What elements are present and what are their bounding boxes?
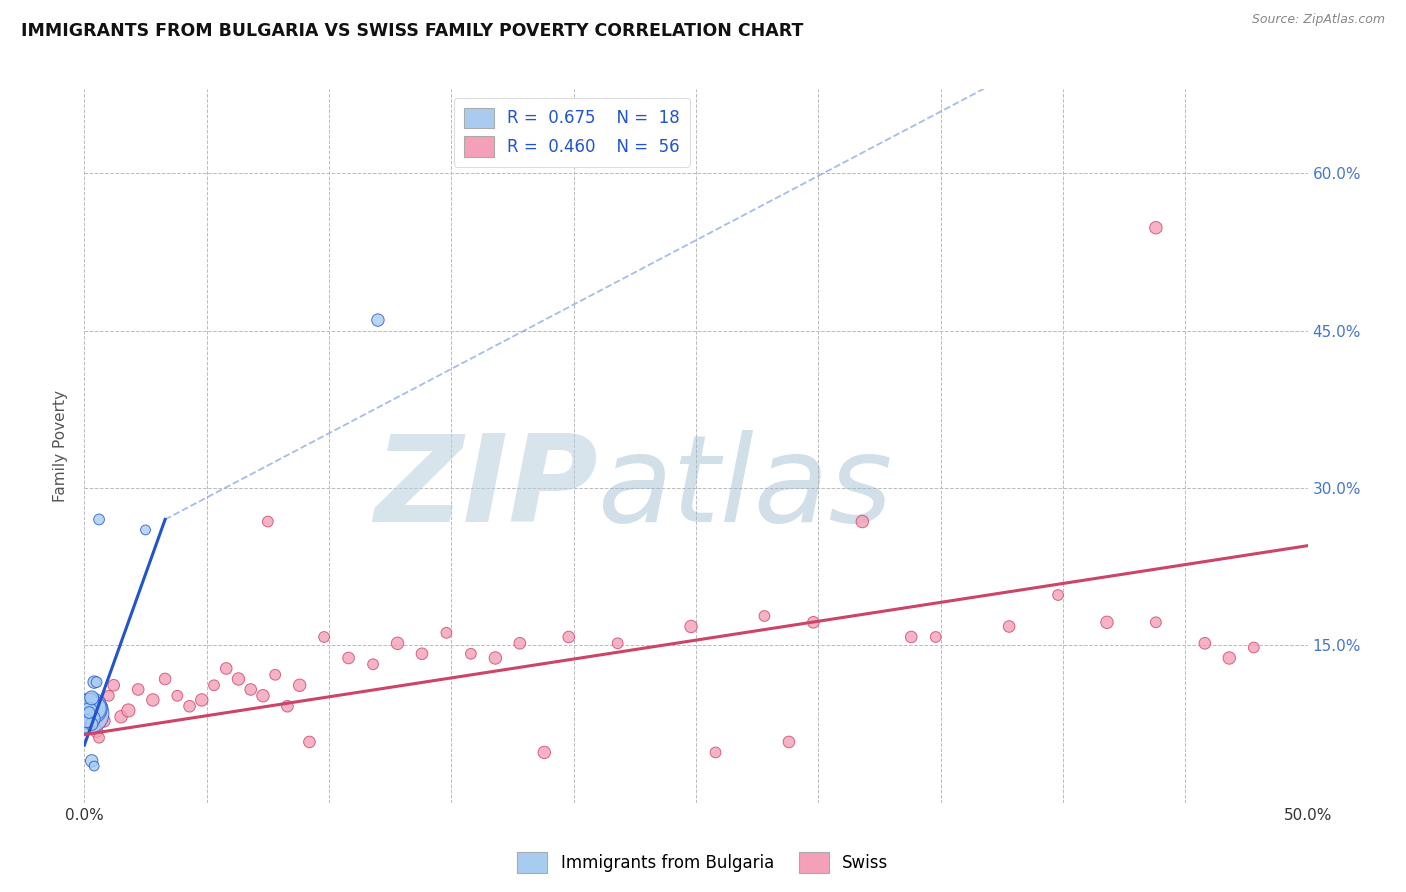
Point (900, 630, 922, 644)
Point (86, 724, 108, 739)
Point (202, 678, 225, 692)
Text: Source: ZipAtlas.com: Source: ZipAtlas.com (1251, 13, 1385, 27)
Point (228, 672, 250, 686)
Point (77, 696, 100, 710)
Point (1047, 588, 1070, 602)
Point (215, 661, 238, 675)
Point (80, 717, 103, 731)
Point (76, 710, 98, 724)
Point (87, 512, 110, 526)
Point (135, 523, 157, 537)
Point (337, 651, 360, 665)
Text: ZIP: ZIP (374, 430, 598, 548)
Point (97, 689, 120, 703)
Point (87, 731, 110, 745)
Point (998, 619, 1021, 633)
Point (411, 647, 433, 661)
Point (83, 675, 105, 690)
Point (80, 712, 103, 726)
Point (76, 714, 98, 728)
Point (367, 313, 389, 327)
Point (276, 699, 298, 714)
Point (925, 630, 948, 644)
Point (77, 706, 100, 720)
Point (851, 515, 873, 529)
Point (110, 710, 132, 724)
Legend: Immigrants from Bulgaria, Swiss: Immigrants from Bulgaria, Swiss (510, 846, 896, 880)
Point (298, 735, 321, 749)
Point (76, 712, 98, 726)
Point (288, 678, 311, 692)
Y-axis label: Family Poverty: Family Poverty (53, 390, 69, 502)
Point (361, 657, 384, 672)
Point (704, 746, 727, 760)
Point (80, 701, 103, 715)
Point (264, 667, 287, 681)
Point (314, 630, 336, 644)
Point (484, 651, 506, 665)
Point (387, 636, 409, 650)
Point (558, 630, 581, 644)
Point (179, 699, 201, 714)
Point (80, 706, 103, 721)
Point (533, 746, 555, 760)
Point (166, 689, 188, 703)
Point (460, 647, 482, 661)
Point (93, 714, 115, 728)
Point (257, 515, 280, 529)
Point (1095, 615, 1118, 630)
Point (754, 609, 776, 624)
Text: atlas: atlas (598, 430, 893, 548)
Point (83, 723, 105, 737)
Point (191, 693, 214, 707)
Point (1144, 220, 1167, 235)
Point (83, 701, 105, 715)
Point (142, 693, 165, 707)
Point (77, 706, 100, 721)
Point (80, 690, 103, 705)
Point (80, 754, 103, 768)
Point (1218, 651, 1240, 665)
Point (117, 703, 139, 717)
Point (803, 615, 825, 630)
Point (86, 675, 108, 690)
Point (83, 759, 105, 773)
Point (77, 717, 100, 731)
Point (153, 672, 176, 686)
Point (103, 678, 125, 692)
Point (77, 703, 100, 717)
Legend: R =  0.675    N =  18, R =  0.460    N =  56: R = 0.675 N = 18, R = 0.460 N = 56 (454, 97, 689, 167)
Point (606, 636, 628, 650)
Point (252, 689, 274, 703)
Point (778, 735, 800, 749)
Point (1243, 640, 1265, 655)
Point (127, 682, 149, 697)
Point (1194, 636, 1216, 650)
Point (681, 619, 703, 633)
Point (90, 699, 112, 714)
Point (239, 682, 262, 697)
Point (1144, 615, 1167, 630)
Text: IMMIGRANTS FROM BULGARIA VS SWISS FAMILY POVERTY CORRELATION CHART: IMMIGRANTS FROM BULGARIA VS SWISS FAMILY… (21, 22, 803, 40)
Point (436, 625, 458, 640)
Point (509, 636, 531, 650)
